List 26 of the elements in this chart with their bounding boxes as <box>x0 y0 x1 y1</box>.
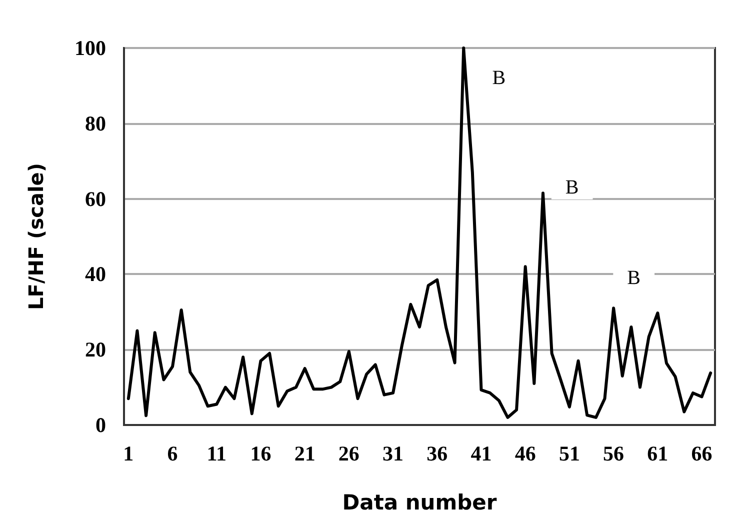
annotation: B <box>492 67 506 90</box>
y-tick-label: 80 <box>85 111 106 136</box>
y-tick-label: 20 <box>85 338 106 362</box>
y-tick-label: 0 <box>96 413 106 437</box>
y-tick-label: 100 <box>74 36 106 60</box>
x-tick-label: 41 <box>470 442 492 466</box>
line-series <box>126 46 712 419</box>
x-tick-label: 36 <box>426 442 448 466</box>
x-tick-label: 11 <box>206 442 227 466</box>
x-tick-label: 51 <box>558 442 580 466</box>
x-axis-title: Data number <box>342 490 498 514</box>
x-tick-label: 46 <box>514 442 536 466</box>
x-tick-label: 61 <box>647 442 668 466</box>
x-tick-label: 66 <box>691 442 712 466</box>
y-tick-label: 40 <box>85 262 106 286</box>
x-tick-label: 1 <box>123 442 134 466</box>
x-tick-label: 26 <box>338 442 360 466</box>
annotation: B <box>565 176 579 198</box>
annotation: B <box>627 266 641 289</box>
x-tick-label: 31 <box>382 442 404 466</box>
x-tick-label: 16 <box>250 442 272 466</box>
x-tick-label: 21 <box>294 442 316 466</box>
y-tick-label: 60 <box>85 186 106 211</box>
x-tick-label: 56 <box>603 442 624 466</box>
y-axis-title: LF/HF (scale) <box>24 162 48 310</box>
x-tick-label: 6 <box>167 442 178 466</box>
